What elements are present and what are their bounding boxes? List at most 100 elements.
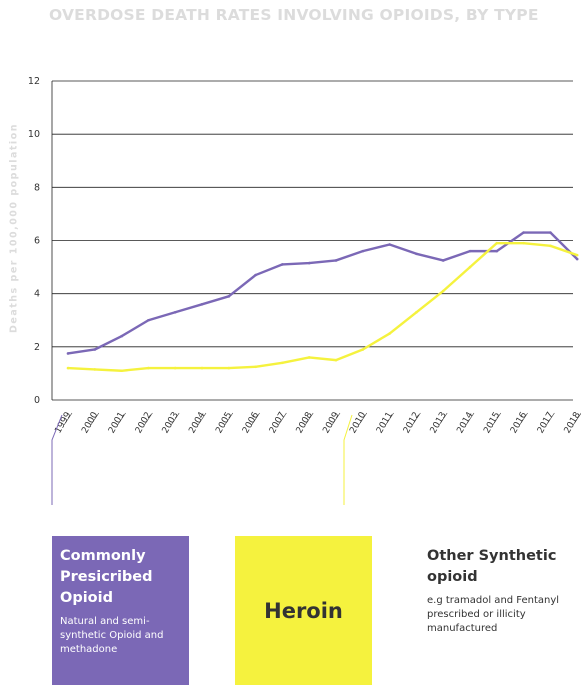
y-tick-label: 0 — [34, 395, 40, 406]
data-point — [120, 334, 123, 338]
legend-card-prescribed-opioid: Commonly Presicribed Opioid Natural and … — [52, 536, 189, 685]
x-tick-label: 2000 — [80, 410, 100, 435]
x-tick-mark — [519, 412, 528, 426]
x-tick-mark — [278, 412, 287, 426]
x-tick-mark — [385, 412, 394, 426]
chart-title: OVERDOSE DEATH RATES INVOLVING OPIOIDS, … — [49, 6, 539, 24]
data-point — [388, 332, 391, 335]
x-tick-mark — [438, 412, 448, 426]
x-tick-label: 1999 — [53, 410, 73, 435]
x-tick-mark — [224, 412, 234, 426]
legend-card-heading: Other Synthetic opioid — [427, 548, 557, 585]
data-point — [468, 249, 472, 253]
data-point — [522, 231, 525, 234]
legend-card-description: Natural and semi-synthetic Opioid and me… — [60, 616, 164, 655]
data-point — [200, 366, 204, 370]
x-tick-mark — [144, 412, 153, 426]
x-tick-label: 2001 — [107, 411, 127, 436]
x-tick-mark — [546, 412, 555, 426]
x-tick-label: 2017 — [536, 411, 556, 436]
data-point — [388, 243, 391, 246]
legend-card-heading: Commonly Presicribed Opioid — [60, 548, 153, 606]
x-tick-label: 2006 — [241, 410, 261, 435]
x-tick-mark — [117, 412, 126, 426]
x-tick-label: 2013 — [429, 411, 449, 436]
x-tick-label: 2007 — [268, 411, 288, 436]
data-point — [575, 253, 579, 257]
x-tick-label: 2003 — [161, 411, 181, 436]
data-point — [307, 261, 311, 265]
x-tick-mark — [251, 412, 260, 426]
data-point — [66, 366, 70, 370]
x-tick-mark — [572, 412, 581, 426]
x-tick-mark — [358, 412, 368, 426]
data-point — [281, 263, 284, 266]
x-tick-label: 2014 — [455, 410, 475, 435]
data-point — [334, 358, 338, 362]
data-point — [495, 249, 499, 253]
y-tick-label: 8 — [34, 182, 40, 193]
x-tick-label: 2016 — [509, 410, 529, 435]
x-tick-label: 2005 — [214, 411, 234, 436]
x-tick-mark — [170, 412, 180, 426]
y-tick-label: 10 — [28, 129, 40, 140]
x-tick-mark — [465, 412, 475, 426]
legend-card-description: e.g tramadol and Fentanyl prescribed or … — [427, 595, 560, 634]
x-tick-label: 2004 — [187, 410, 207, 435]
data-point — [120, 369, 123, 373]
data-point — [147, 318, 150, 322]
data-point — [173, 310, 177, 314]
x-tick-mark — [304, 412, 314, 426]
data-point — [281, 361, 284, 365]
data-point — [254, 365, 257, 369]
y-tick-label: 6 — [34, 236, 40, 247]
data-point — [173, 366, 177, 370]
x-tick-mark — [412, 412, 421, 426]
y-tick-label: 12 — [28, 76, 40, 87]
data-point — [415, 252, 418, 256]
data-point — [200, 303, 204, 306]
data-point — [254, 273, 257, 277]
x-tick-label: 2008 — [295, 410, 315, 435]
data-point — [147, 366, 150, 370]
data-point — [441, 289, 445, 293]
data-point — [441, 259, 445, 262]
x-tick-label: 2012 — [402, 411, 422, 436]
data-point — [227, 366, 231, 370]
legend-card-synthetic-opioid: Other Synthetic opioid e.g tramadol and … — [419, 536, 569, 685]
x-tick-mark — [197, 412, 207, 426]
x-tick-mark — [63, 412, 73, 426]
series-line — [67, 241, 578, 372]
series-marker-line — [343, 414, 353, 505]
x-tick-label: 2018 — [563, 410, 581, 435]
series-marker-line — [51, 414, 63, 505]
y-tick-label: 4 — [34, 289, 40, 300]
data-point — [468, 265, 472, 269]
legend-card-heroin: Heroin — [235, 536, 372, 685]
data-point — [93, 348, 97, 351]
data-point — [66, 352, 70, 355]
series-line — [67, 231, 579, 355]
x-tick-label: 2011 — [375, 411, 395, 436]
data-point — [93, 368, 97, 371]
x-tick-mark — [331, 412, 341, 426]
legend-card-heading: Heroin — [264, 598, 343, 623]
data-point — [415, 310, 418, 314]
x-tick-mark — [90, 412, 100, 426]
data-point — [361, 348, 365, 351]
data-point — [575, 257, 579, 261]
data-point — [549, 231, 552, 234]
data-point — [522, 241, 525, 245]
x-tick-label: 2015 — [482, 411, 502, 436]
data-point — [227, 295, 231, 298]
data-point — [495, 241, 499, 245]
data-point — [361, 249, 365, 253]
x-tick-label: 2009 — [321, 410, 341, 435]
x-tick-mark — [492, 412, 502, 426]
chart-svg: 0 2 4 6 8 10 12 1999 2000 2001 2002 2003 2004 2005 200… — [28, 76, 581, 505]
data-point — [549, 244, 552, 248]
x-tick-label: 2010 — [348, 410, 368, 435]
data-point — [334, 259, 338, 262]
x-tick-label: 2002 — [134, 411, 154, 436]
data-point — [307, 356, 311, 359]
